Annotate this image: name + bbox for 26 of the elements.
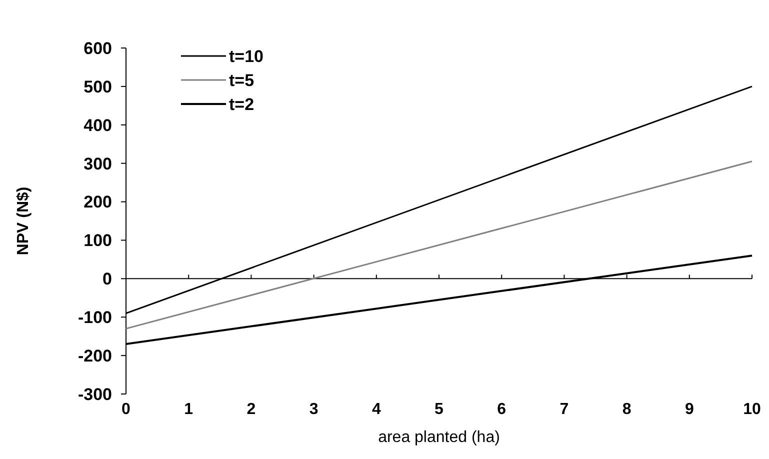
y-tick-label: 300 bbox=[84, 154, 112, 174]
legend-label: t=5 bbox=[229, 70, 254, 90]
x-tick-label: 4 bbox=[372, 401, 381, 418]
x-tick-label: 5 bbox=[434, 401, 444, 418]
y-tick-label: -200 bbox=[78, 346, 112, 366]
y-tick-label: -100 bbox=[78, 308, 112, 328]
legend-label: t=2 bbox=[229, 94, 254, 114]
x-tick-label: 6 bbox=[497, 401, 506, 418]
y-tick-label: -300 bbox=[78, 384, 112, 404]
x-tick-label: 1 bbox=[184, 401, 194, 418]
y-tick-label: 0 bbox=[102, 270, 112, 289]
y-tick-label: 100 bbox=[84, 231, 112, 250]
y-axis-title: NPV (N$) bbox=[15, 186, 32, 256]
x-tick-label: 3 bbox=[309, 401, 318, 418]
x-tick-label: 10 bbox=[743, 401, 761, 418]
x-tick-label: 7 bbox=[560, 401, 569, 418]
legend-label: t=10 bbox=[229, 46, 264, 66]
x-axis-title: area planted (ha) bbox=[378, 429, 500, 446]
y-tick-label: 200 bbox=[84, 192, 112, 212]
x-tick-label: 0 bbox=[122, 401, 131, 418]
x-tick-label: 8 bbox=[622, 401, 632, 418]
y-tick-label: 600 bbox=[84, 38, 112, 58]
x-tick-label: 2 bbox=[246, 401, 256, 418]
y-tick-label: 400 bbox=[84, 116, 112, 135]
x-tick-label: 9 bbox=[684, 401, 694, 418]
y-tick-label: 500 bbox=[84, 77, 112, 96]
